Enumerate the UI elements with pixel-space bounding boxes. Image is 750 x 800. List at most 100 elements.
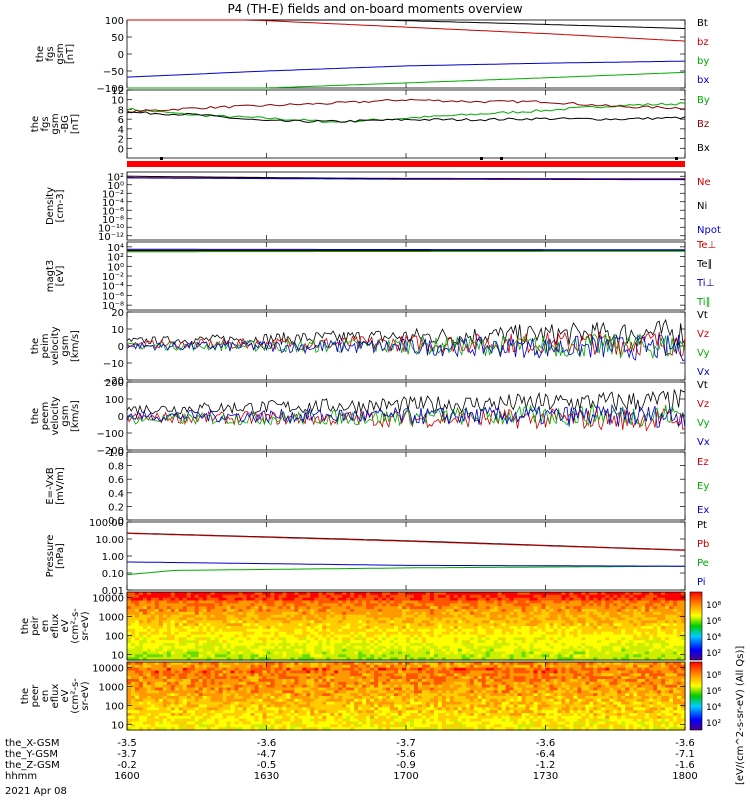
heatmap-cell xyxy=(150,718,156,723)
heatmap-cell xyxy=(222,727,228,731)
heatmap-cell xyxy=(398,614,403,619)
heatmap-cell xyxy=(637,611,642,616)
heatmap-cell xyxy=(378,606,383,610)
y-axis-label-line: gsm xyxy=(60,335,71,356)
heatmap-cell xyxy=(581,637,586,641)
heatmap-cell xyxy=(262,611,268,616)
heatmap-cell xyxy=(258,600,264,604)
heatmap-cell xyxy=(194,626,200,630)
heatmap-cell xyxy=(186,662,192,666)
heatmap-cell xyxy=(346,631,351,636)
heatmap-cell xyxy=(270,724,276,728)
heatmap-cell xyxy=(414,606,419,610)
heatmap-cell xyxy=(278,684,284,689)
heatmap-cell xyxy=(402,623,407,627)
heatmap-cell xyxy=(254,704,260,708)
legend-entry: Ti⊥ xyxy=(696,278,714,289)
heatmap-cell xyxy=(517,592,523,596)
heatmap-cell xyxy=(131,718,136,723)
heatmap-cell xyxy=(286,603,291,607)
heatmap-cell xyxy=(178,643,184,647)
heatmap-cell xyxy=(254,676,260,680)
heatmap-cell xyxy=(258,687,264,691)
heatmap-cell xyxy=(681,620,686,624)
heatmap-cell xyxy=(154,603,160,607)
heatmap-cell xyxy=(146,679,152,683)
heatmap-cell xyxy=(421,603,427,607)
heatmap-cell xyxy=(338,594,343,599)
heatmap-cell xyxy=(645,603,650,607)
heatmap-cell xyxy=(306,597,311,602)
heatmap-cell xyxy=(282,634,287,638)
heatmap-cell xyxy=(394,617,399,621)
heatmap-cell xyxy=(210,727,216,731)
heatmap-cell xyxy=(142,670,148,674)
heatmap-cell xyxy=(202,667,208,672)
heatmap-cell xyxy=(338,609,343,613)
heatmap-cell xyxy=(298,611,303,616)
heatmap-cell xyxy=(453,592,459,596)
heatmap-cell xyxy=(298,640,303,644)
heatmap-cell xyxy=(374,643,379,647)
heatmap-cell xyxy=(445,603,451,607)
heatmap-cell xyxy=(621,631,626,636)
heatmap-cell xyxy=(158,609,164,613)
heatmap-cell xyxy=(238,631,244,636)
heatmap-cell xyxy=(290,600,295,604)
heatmap-cell xyxy=(158,707,164,711)
heatmap-cell xyxy=(489,637,495,641)
heatmap-cell xyxy=(302,670,307,674)
heatmap-cell xyxy=(174,623,180,627)
heatmap-cell xyxy=(266,628,272,633)
heatmap-cell xyxy=(142,724,148,728)
heatmap-cell xyxy=(318,693,323,697)
heatmap-cell xyxy=(230,606,236,610)
heatmap-cell xyxy=(398,597,403,602)
heatmap-cell xyxy=(617,648,622,653)
heatmap-cell xyxy=(266,701,272,706)
heatmap-cell xyxy=(398,609,403,613)
heatmap-cell xyxy=(493,609,499,613)
heatmap-cell xyxy=(262,673,268,677)
heatmap-cell xyxy=(278,662,284,666)
heatmap-cell xyxy=(473,614,479,619)
heatmap-cell xyxy=(166,679,172,683)
heatmap-cell xyxy=(266,634,272,638)
heatmap-cell xyxy=(597,617,602,621)
heatmap-cell xyxy=(545,626,551,630)
heatmap-cell xyxy=(410,645,415,650)
heatmap-cell xyxy=(310,611,315,616)
heatmap-cell xyxy=(677,597,682,602)
heatmap-cell xyxy=(202,676,208,680)
heatmap-cell xyxy=(222,713,228,717)
heatmap-cell xyxy=(262,662,268,666)
heatmap-cell xyxy=(246,643,252,647)
heatmap-cell xyxy=(210,640,216,644)
heatmap-cell xyxy=(139,597,144,602)
heatmap-cell xyxy=(645,657,650,661)
heatmap-cell xyxy=(294,696,299,700)
heatmap-cell xyxy=(382,606,387,610)
heatmap-cell xyxy=(338,597,343,602)
heatmap-cell xyxy=(278,594,284,599)
heatmap-cell xyxy=(497,643,503,647)
heatmap-cell xyxy=(637,623,642,627)
heatmap-cell xyxy=(330,681,335,686)
heatmap-cell xyxy=(477,611,483,616)
heatmap-cell xyxy=(150,606,156,610)
heatmap-cell xyxy=(218,600,224,604)
heatmap-cell xyxy=(601,603,606,607)
heatmap-cell xyxy=(541,637,547,641)
heatmap-cell xyxy=(131,684,136,689)
heatmap-cell xyxy=(585,643,590,647)
heatmap-cell xyxy=(593,634,598,638)
heatmap-cell xyxy=(414,620,419,624)
heatmap-cell xyxy=(665,603,670,607)
heatmap-cell xyxy=(477,600,483,604)
heatmap-cell xyxy=(174,704,180,708)
heatmap-cell xyxy=(334,648,339,653)
heatmap-cell xyxy=(178,721,184,725)
heatmap-cell xyxy=(282,628,287,633)
heatmap-cell xyxy=(174,693,180,697)
heatmap-cell xyxy=(127,620,132,624)
